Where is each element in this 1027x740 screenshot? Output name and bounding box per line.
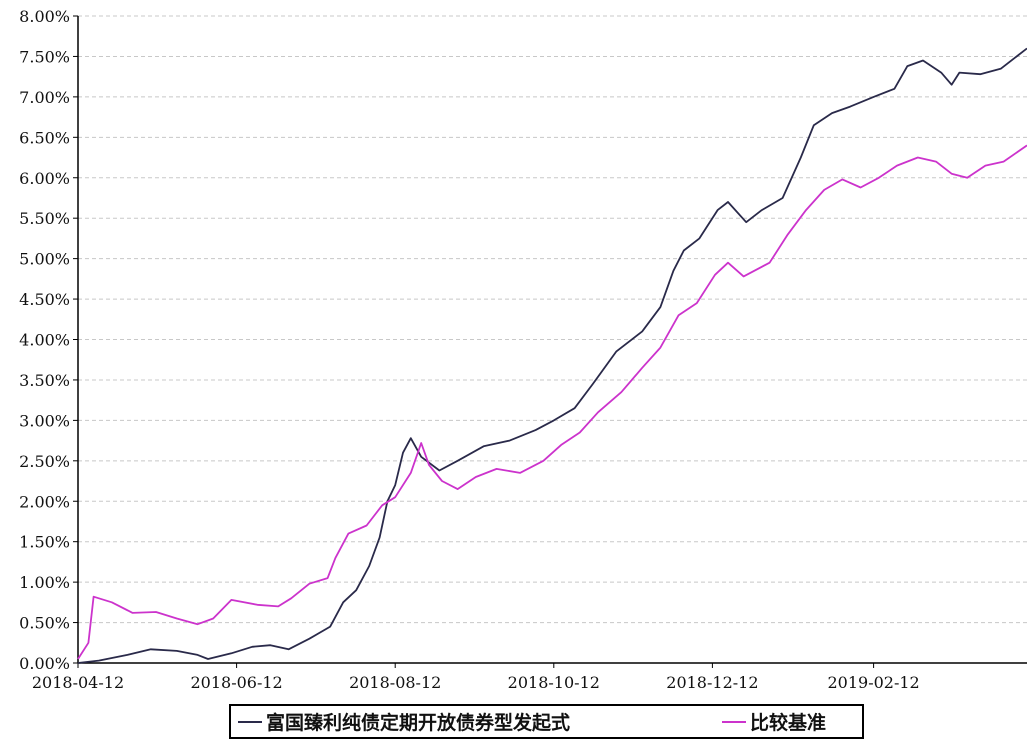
y-tick-label: 3.50% (19, 371, 70, 390)
y-tick-label: 1.50% (19, 533, 70, 552)
y-tick-label: 4.50% (19, 290, 70, 309)
y-tick-labels: 0.00% 0.50% 1.00% 1.50% 2.00% 2.50% 3.00% 3.50%… (19, 7, 70, 673)
y-tick-label: 4.00% (19, 331, 70, 350)
x-tick-label: 2018-08-12 (349, 673, 441, 692)
legend: 富国臻利纯债定期开放债券型发起式 比较基准 (229, 704, 864, 739)
grid (73, 15, 1027, 668)
series-line-benchmark (77, 144, 1027, 660)
legend-label-benchmark: 比较基准 (750, 711, 826, 734)
x-tick-labels: 2018-04-12 2018-06-12 2018-08-12 2018-10-12… (32, 673, 920, 692)
legend-label-fund: 富国臻利纯债定期开放债券型发起式 (266, 711, 570, 734)
x-tick-label: 2018-04-12 (32, 673, 124, 692)
x-tick-label: 2018-12-12 (666, 673, 758, 692)
y-tick-label: 3.00% (19, 411, 70, 430)
y-tick-label: 2.00% (19, 492, 70, 511)
y-tick-label: 2.50% (19, 452, 70, 471)
x-tick-label: 2018-10-12 (508, 673, 600, 692)
series-line-fund (77, 47, 1027, 664)
y-tick-label: 0.00% (19, 654, 70, 673)
series-lines (77, 47, 1027, 664)
y-tick-label: 8.00% (19, 7, 70, 26)
legend-box (229, 704, 864, 739)
x-tick-label: 2019-02-12 (827, 673, 919, 692)
y-tick-label: 6.00% (19, 169, 70, 188)
axes (77, 16, 1027, 664)
y-tick-label: 5.50% (19, 209, 70, 228)
y-tick-label: 6.50% (19, 128, 70, 147)
y-tick-label: 1.00% (19, 573, 70, 592)
y-tick-label: 0.50% (19, 614, 70, 633)
y-tick-label: 7.00% (19, 88, 70, 107)
x-tick-label: 2018-06-12 (190, 673, 282, 692)
y-tick-label: 5.00% (19, 250, 70, 269)
y-tick-label: 7.50% (19, 47, 70, 66)
